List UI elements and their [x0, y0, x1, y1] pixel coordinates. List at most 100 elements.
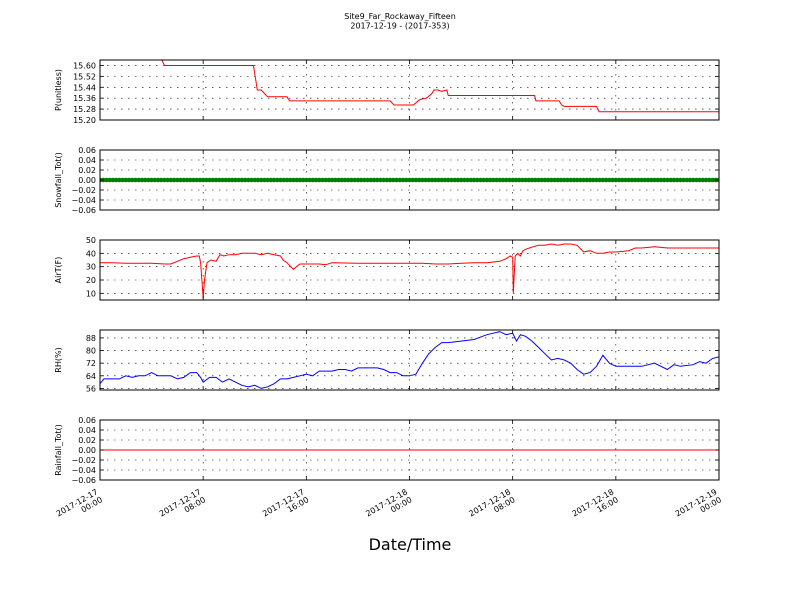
subplot-1: 15.20 15.28 15.36 15.44 15.52 15.60 P(unitless…: [54, 59, 720, 125]
data-point: [536, 177, 541, 183]
data-point: [304, 177, 309, 183]
data-point: [436, 177, 441, 183]
data-point: [581, 177, 586, 183]
data-point: [578, 177, 583, 183]
data-point: [146, 177, 151, 183]
data-point: [275, 177, 280, 183]
y-axis-ticks: 15.20 15.28 15.36 15.44 15.52 15.60: [73, 60, 720, 125]
data-point: [213, 177, 219, 183]
data-point: [271, 177, 277, 183]
data-point: [668, 177, 673, 183]
data-point: [600, 177, 606, 183]
series: [100, 331, 719, 389]
y-tick-label: 30: [86, 263, 96, 272]
chart-title: Site9_Far_Rockaway_Fifteen: [344, 12, 456, 21]
data-point: [362, 177, 367, 183]
data-point: [565, 177, 570, 183]
data-point: [204, 177, 209, 183]
data-point: [523, 177, 528, 183]
data-point: [610, 177, 615, 183]
data-point: [584, 177, 590, 183]
x-axis-label: Date/Time: [369, 535, 452, 554]
data-point: [532, 177, 538, 183]
y-tick-label: 64: [86, 372, 96, 381]
data-point: [590, 177, 596, 183]
data-point: [278, 177, 283, 183]
y-axis-ticks: −0.06−0.04−0.020.000.020.040.06: [71, 146, 720, 215]
data-point: [387, 177, 393, 183]
data-point: [503, 177, 509, 183]
data-point: [678, 177, 683, 183]
y-tick-label: 15.52: [73, 72, 96, 81]
series-line: [161, 60, 719, 113]
data-point: [207, 177, 212, 183]
data-point: [184, 177, 190, 183]
data-point: [474, 177, 480, 183]
data-point: [491, 177, 496, 183]
y-tick-label: 20: [86, 276, 96, 285]
data-point: [104, 177, 109, 183]
data-point: [455, 177, 461, 183]
data-point: [432, 177, 438, 183]
data-point: [368, 177, 374, 183]
data-point: [423, 177, 428, 183]
y-tick-label: −0.06: [71, 476, 96, 485]
data-point: [326, 177, 332, 183]
data-point: [246, 177, 251, 183]
data-point: [158, 177, 164, 183]
y-axis-ticks: 10 20 30 40 50: [86, 236, 720, 300]
y-tick-label: 88: [86, 334, 96, 343]
data-point: [561, 177, 567, 183]
data-point: [233, 177, 238, 183]
data-point: [707, 177, 712, 183]
data-point: [632, 177, 638, 183]
data-point: [400, 177, 406, 183]
data-point: [349, 177, 354, 183]
data-point: [694, 177, 699, 183]
data-point: [500, 177, 506, 183]
data-point: [636, 177, 641, 183]
data-point: [394, 177, 399, 183]
data-point: [413, 177, 419, 183]
data-point: [374, 177, 380, 183]
data-point: [339, 177, 345, 183]
data-point: [616, 177, 622, 183]
data-point: [120, 177, 125, 183]
subplot-5: −0.06−0.04−0.020.000.020.040.06 Rainfall_…: [54, 416, 720, 485]
data-point: [497, 177, 503, 183]
data-point: [465, 177, 470, 183]
data-point: [378, 177, 383, 183]
data-point: [236, 177, 241, 183]
data-point: [336, 177, 341, 183]
data-point: [462, 177, 467, 183]
data-point: [342, 177, 348, 183]
data-point: [558, 177, 564, 183]
data-point: [287, 177, 293, 183]
y-tick-label: 15.60: [73, 61, 96, 70]
data-point: [697, 177, 702, 183]
y-tick-label: 0.06: [78, 416, 96, 425]
y-tick-label: 0.04: [78, 426, 96, 435]
data-point: [429, 177, 435, 183]
data-point: [175, 177, 180, 183]
y-axis-ticks: 56 64 72 80 88: [86, 330, 720, 393]
data-point: [187, 177, 193, 183]
y-tick-label: 0.00: [78, 446, 96, 455]
data-point: [242, 177, 248, 183]
data-point: [494, 177, 499, 183]
data-point: [603, 177, 609, 183]
y-axis-label: AirT(F): [54, 257, 63, 284]
data-point: [571, 177, 577, 183]
data-point: [316, 177, 322, 183]
series: [100, 177, 719, 183]
data-point: [178, 177, 183, 183]
data-point: [449, 177, 454, 183]
data-point: [117, 177, 122, 183]
data-point: [410, 177, 416, 183]
data-point: [529, 177, 535, 183]
